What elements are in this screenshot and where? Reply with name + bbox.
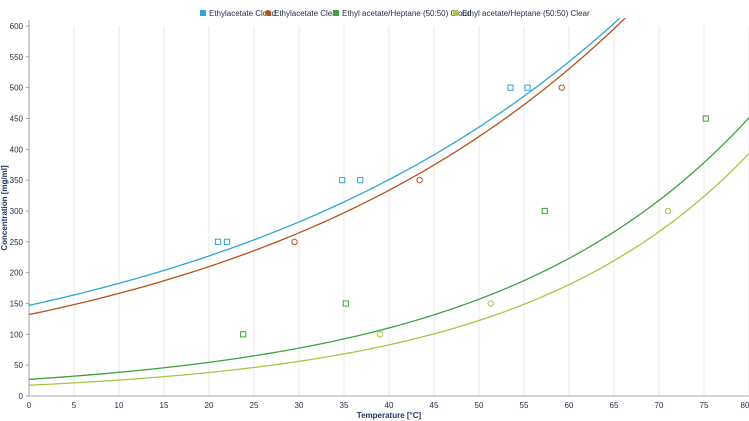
x-tick-label: 60	[565, 401, 574, 410]
y-tick-label: 0	[19, 392, 24, 401]
y-tick-label: 450	[10, 115, 24, 124]
x-tick-label: 50	[475, 401, 484, 410]
x-tick-label: 40	[385, 401, 394, 410]
grid	[73, 26, 749, 396]
fit-curve	[29, 117, 749, 380]
data-point	[541, 207, 548, 215]
data-point	[357, 177, 364, 184]
y-tick-label: 550	[10, 53, 24, 62]
x-tick-label: 10	[115, 401, 124, 410]
y-tick-label: 200	[10, 269, 24, 278]
legend-marker	[200, 10, 206, 16]
data-point	[376, 331, 384, 338]
legend-marker	[265, 10, 271, 16]
data-point	[339, 177, 346, 184]
legend-entry: Ethyl acetate/Heptane (50:50) Cloud	[342, 9, 471, 18]
fit-curve	[29, 18, 621, 306]
y-tick-label: 100	[10, 330, 24, 339]
data-point	[524, 84, 531, 91]
data-point	[240, 331, 247, 338]
x-tick-label: 70	[655, 401, 664, 410]
x-tick-label: 35	[340, 401, 349, 410]
data-point	[507, 84, 514, 91]
y-tick-label: 150	[10, 300, 24, 309]
y-tick-labels: 0 50 100 150 200 250 300 350 400 450 500 550 600	[10, 22, 24, 401]
data-point	[558, 84, 565, 91]
y-tick-label: 500	[10, 84, 24, 93]
x-tick-label: 55	[520, 401, 529, 410]
y-tick-label: 600	[10, 22, 24, 31]
data-points	[214, 84, 709, 338]
data-point	[487, 300, 494, 307]
axes	[26, 20, 749, 397]
y-tick-label: 300	[10, 207, 24, 216]
y-tick-label: 50	[14, 361, 23, 370]
x-tick-label: 5	[72, 401, 77, 410]
data-point	[416, 176, 423, 184]
legend-entry: Ethyl acetate/Heptane (50:50) Clear	[462, 9, 590, 18]
data-point	[702, 115, 709, 122]
legend-entry: Ethylacetate Clear	[274, 9, 340, 18]
x-tick-label: 15	[160, 401, 169, 410]
x-axis-label: Temperature [°C]	[357, 411, 422, 420]
data-point	[342, 300, 349, 307]
y-tick-label: 250	[10, 238, 24, 247]
data-point	[223, 238, 231, 245]
legend-marker	[333, 10, 339, 16]
y-axis-label: Concentration [mg/ml]	[0, 165, 9, 251]
legend-marker	[453, 10, 459, 16]
x-tick-label: 45	[430, 401, 439, 410]
data-point	[664, 207, 672, 215]
data-point	[291, 238, 298, 246]
x-tick-label: 30	[295, 401, 304, 410]
x-tick-label: 25	[250, 401, 259, 410]
x-tick-labels: 0 5 10 15 20 25 30 35 40 45 50 55 60 65 70 75 80	[27, 401, 749, 410]
y-tick-label: 350	[10, 176, 24, 185]
legend-entry: Ethylacetate Cloud	[209, 9, 276, 18]
x-tick-label: 0	[27, 401, 32, 410]
data-point	[214, 238, 222, 245]
x-tick-label: 65	[610, 401, 619, 410]
fit-curve	[29, 153, 749, 386]
x-tick-label: 75	[700, 401, 709, 410]
fit-curves	[29, 18, 749, 386]
fit-curve	[29, 18, 627, 316]
x-tick-label: 20	[205, 401, 214, 410]
y-tick-label: 400	[10, 145, 24, 154]
x-tick-label: 80	[741, 401, 749, 410]
